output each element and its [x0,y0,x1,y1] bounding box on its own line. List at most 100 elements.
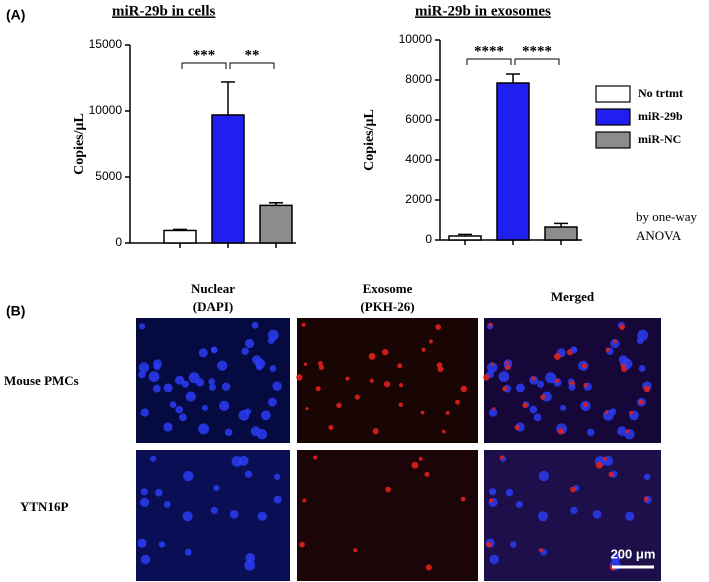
exosome-signal [301,322,306,327]
exosome-signal [336,402,342,409]
column-header: Merged [551,289,595,304]
exosome-signal [385,486,391,493]
nucleus [198,348,208,358]
bar [448,235,482,241]
legend-label: miR-NC [638,132,681,146]
y-tick-label: 5000 [95,169,122,183]
nucleus [140,554,151,565]
exosome-signal [397,363,403,369]
exosome-signal [629,411,634,415]
exosome-signal [318,364,325,370]
y-tick-label: 10000 [399,32,433,46]
exosome-signal [538,548,543,553]
nucleus [624,428,635,440]
exosome-signal [353,548,358,553]
y-axis-label: Copies/μL [72,113,87,175]
nucleus [175,405,184,414]
exosome-signal [303,362,308,366]
note: by one-way [636,209,698,224]
scale-bar-label: 200 μm [611,546,656,561]
nucleus [257,511,267,521]
exosome-signal [514,424,520,431]
nucleus [224,428,233,437]
exosome-signal [445,411,450,415]
exosome-signal [557,428,565,435]
bar [211,114,245,244]
nucleus [208,383,217,391]
significance-label: ** [245,47,260,63]
nucleus [182,511,193,522]
significance-label: *** [193,47,216,63]
exosome-signal [604,410,609,415]
nucleus [238,455,249,466]
exosome-signal [436,362,443,368]
nucleus [586,428,595,437]
nucleus [244,408,252,415]
nucleus [217,360,228,371]
nucleus [184,548,192,556]
bar [496,82,530,241]
exosome-signal [502,386,508,392]
y-tick-label: 8000 [405,72,432,86]
y-tick-label: 2000 [405,192,432,206]
nucleus [529,405,538,414]
exosome-signal [328,424,334,431]
nucleus [515,500,523,508]
exosome-signal [595,461,603,469]
nucleus [244,338,255,349]
nucleus [505,488,514,497]
nucleus [175,375,185,385]
nucleus [211,346,218,354]
nucleus [163,383,173,393]
legend-swatch [595,108,631,126]
nucleus [643,473,651,480]
nucleus [636,337,644,345]
nucleus [252,355,262,365]
exosome-signal [398,383,404,388]
nucleus [560,404,567,411]
exosome-signal [411,461,419,469]
legend-swatch [595,85,631,103]
nucleus [568,383,576,391]
column-header: (DAPI) [193,299,233,314]
exosome-signal [583,402,588,407]
nucleus [137,538,147,548]
exosome-signal [299,541,305,548]
nucleus [185,391,196,402]
nucleus [138,362,150,373]
micrograph [297,318,478,443]
nucleus [245,553,256,563]
nucleus [152,384,161,393]
exosome-signal [296,374,303,381]
exosome-signal [305,407,309,411]
row-label: Mouse PMCs [4,373,79,388]
nucleus [487,362,498,373]
significance-bracket [229,62,275,69]
nucleus [260,410,271,421]
nucleus [592,509,602,519]
exosome-signal [382,348,389,356]
significance-label: **** [522,43,552,59]
nucleus [208,378,216,385]
micrograph [297,450,478,581]
bar [259,204,293,244]
column-header: (PKH-26) [360,299,414,314]
nucleus [198,423,210,435]
nucleus [625,511,635,521]
micrographs [136,318,661,581]
exosome-signal [488,322,493,327]
exosome-signal [605,347,610,352]
legend-label: miR-29b [638,109,683,123]
exosome-signal [570,486,576,493]
nucleus [179,413,187,422]
nucleus [188,372,200,384]
nucleus [545,372,557,384]
y-tick-label: 6000 [405,112,432,126]
column-header: Exosome [363,281,413,296]
exosome-signal [368,353,376,360]
nucleus [533,413,542,422]
exosome-signal [625,429,630,434]
nucleus [140,488,148,496]
y-tick-label: 10000 [89,103,123,117]
exosome-signal [531,376,536,381]
